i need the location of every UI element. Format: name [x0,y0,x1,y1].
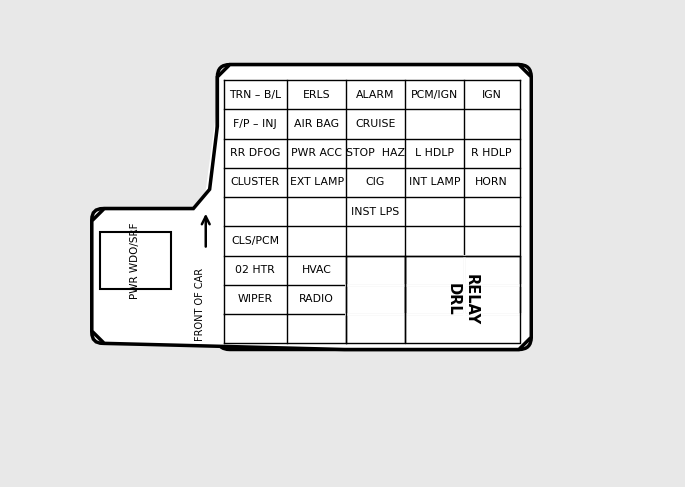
Text: EXT LAMP: EXT LAMP [290,177,344,187]
Text: RR DFOG: RR DFOG [230,148,281,158]
Text: AIR BAG: AIR BAG [294,119,339,129]
Bar [99,232,171,289]
Text: STOP  HAZ: STOP HAZ [346,148,405,158]
Text: FRONT OF CAR: FRONT OF CAR [195,268,206,341]
Text: PWR ACC: PWR ACC [291,148,342,158]
Text: CRUISE: CRUISE [356,119,396,129]
Text: HVAC: HVAC [301,265,332,275]
Text: TRN – B/L: TRN – B/L [229,90,282,100]
Polygon shape [202,80,221,332]
Text: CLUSTER: CLUSTER [231,177,280,187]
Text: CIG: CIG [366,177,385,187]
Text: CLS/PCM: CLS/PCM [232,236,279,246]
Text: RADIO: RADIO [299,295,334,304]
Text: F/P – INJ: F/P – INJ [234,119,277,129]
Polygon shape [92,65,532,350]
Text: HORN: HORN [475,177,508,187]
Text: ERLS: ERLS [303,90,330,100]
Text: L HDLP: L HDLP [415,148,454,158]
Text: RELAY
DRL: RELAY DRL [446,274,479,325]
Text: PWR WDO/SRF: PWR WDO/SRF [130,222,140,299]
Text: INT LAMP: INT LAMP [409,177,460,187]
Text: ALARM: ALARM [356,90,395,100]
Text: PCM/IGN: PCM/IGN [411,90,458,100]
FancyBboxPatch shape [92,208,206,343]
Text: 02 HTR: 02 HTR [236,265,275,275]
Text: WIPER: WIPER [238,295,273,304]
Text: R HDLP: R HDLP [471,148,512,158]
FancyBboxPatch shape [217,65,532,350]
Text: INST LPS: INST LPS [351,206,399,217]
Text: IGN: IGN [482,90,501,100]
